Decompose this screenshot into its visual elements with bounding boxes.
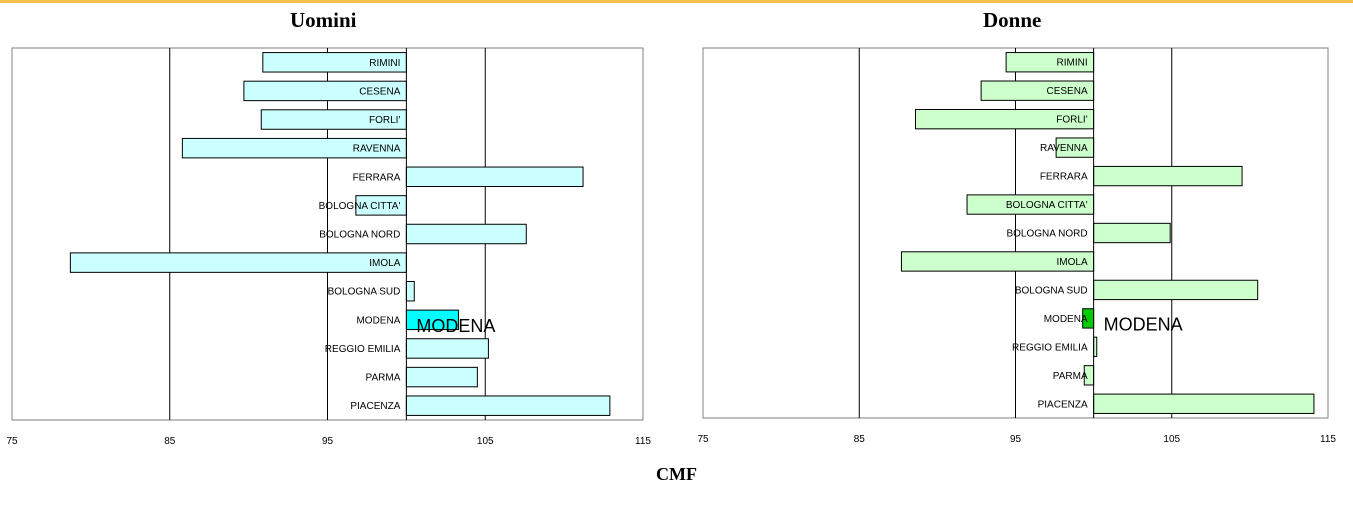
chart-title-uomini: Uomini xyxy=(290,8,357,32)
category-label: CESENA xyxy=(359,86,400,97)
category-label: REGGIO EMILIA xyxy=(1012,342,1088,353)
chart-donne: RIMINI CESENA FORLI' RAVENNA FERRARA BOLOGNA … xyxy=(697,47,1336,445)
chart-uomini: RIMINI CESENA FORLI' RAVENNA FERRARA BOLOGNA … xyxy=(6,47,651,447)
x-tick-label: 75 xyxy=(6,436,18,447)
category-label: MODENA xyxy=(1044,314,1088,325)
bar-ferrara xyxy=(1093,165,1243,187)
category-label: BOLOGNA SUD xyxy=(1015,285,1088,296)
modena-annotation: MODENA xyxy=(1104,314,1183,334)
category-label: BOLOGNA NORD xyxy=(1006,229,1087,240)
category-label: PARMA xyxy=(1053,371,1088,382)
bar-parma xyxy=(405,366,478,388)
accent-line xyxy=(0,0,1353,3)
category-label: IMOLA xyxy=(369,258,400,269)
bar-imola xyxy=(69,252,407,273)
x-tick-label: 115 xyxy=(1320,434,1336,445)
category-label: FERRARA xyxy=(1040,172,1088,183)
footer-axis-label: CMF xyxy=(656,464,697,484)
x-tick-label: 75 xyxy=(697,434,709,445)
x-tick-label: 115 xyxy=(635,436,651,447)
bar-bologna-nord xyxy=(1093,222,1171,244)
category-label: BOLOGNA NORD xyxy=(319,230,400,241)
category-label: RAVENNA xyxy=(353,144,401,155)
category-label: RIMINI xyxy=(1057,58,1088,69)
category-label: RIMINI xyxy=(369,58,400,69)
category-label: MODENA xyxy=(356,315,400,326)
category-label: FERRARA xyxy=(353,172,401,183)
category-label: PIACENZA xyxy=(350,401,400,412)
x-tick-label: 105 xyxy=(1163,434,1180,445)
category-label: PARMA xyxy=(366,373,401,384)
bar-bologna-sud xyxy=(405,281,415,302)
category-label: IMOLA xyxy=(1057,257,1088,268)
bar-bologna-sud xyxy=(1093,279,1259,301)
x-tick-label: 95 xyxy=(1010,434,1022,445)
category-label: BOLOGNA SUD xyxy=(328,287,401,298)
category-label: PIACENZA xyxy=(1038,399,1088,410)
modena-annotation: MODENA xyxy=(416,316,495,336)
bar-piacenza xyxy=(1093,393,1315,414)
category-label: BOLOGNA CITTA' xyxy=(1006,200,1088,211)
category-label: FORLI' xyxy=(369,115,400,126)
bar-piacenza xyxy=(405,395,611,416)
x-tick-label: 105 xyxy=(477,436,494,447)
category-label: FORLI' xyxy=(1056,115,1087,126)
bar-reggio-emilia xyxy=(405,338,489,359)
category-label: REGGIO EMILIA xyxy=(325,344,401,355)
bar-ferrara xyxy=(405,166,584,187)
bar-bologna-nord xyxy=(405,223,527,245)
chart-title-donne: Donne xyxy=(983,8,1042,32)
x-tick-label: 85 xyxy=(164,436,176,447)
category-label: CESENA xyxy=(1047,86,1088,97)
x-tick-label: 85 xyxy=(854,434,866,445)
x-tick-label: 95 xyxy=(322,436,334,447)
category-label: RAVENNA xyxy=(1040,143,1088,154)
category-label: BOLOGNA CITTA' xyxy=(319,201,401,212)
